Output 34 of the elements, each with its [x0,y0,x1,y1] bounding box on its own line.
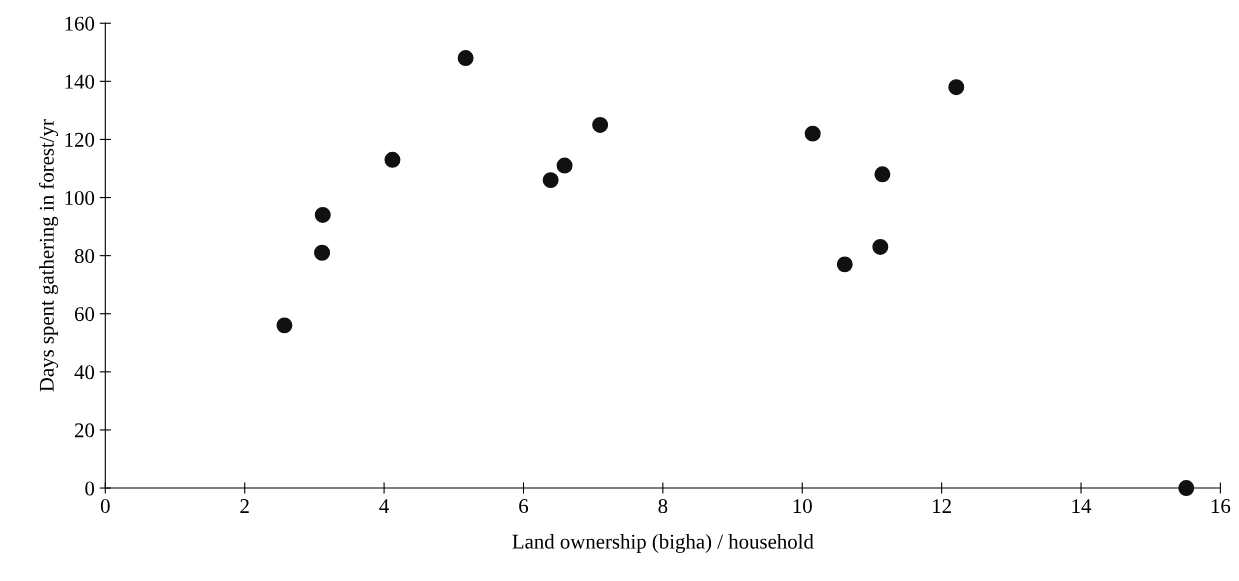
y-tick-label: 40 [74,365,95,380]
x-tick-label: 10 [793,499,812,514]
point [384,151,401,168]
y-tick-label: 0 [85,481,95,496]
x-tick-label: 4 [379,499,389,513]
x-tick-label: 12 [933,499,951,513]
point [276,317,293,334]
point [314,206,331,223]
point [804,125,821,142]
x-tick-label: 0 [100,499,110,514]
x-axis-title: Land ownership (bigha) / household [512,534,814,553]
y-tick-label: 120 [65,132,95,147]
point [1178,480,1195,497]
x-tick-label: 2 [240,499,249,513]
point [556,157,573,174]
point [314,244,331,261]
point [457,50,474,67]
point [542,172,559,189]
point [872,238,889,255]
x-tick-label: 14 [1072,499,1092,513]
point [836,256,853,273]
y-axis-title: Days spent gathering in forest/yr [38,119,59,392]
point [874,166,891,183]
x-tick-label: 6 [519,499,529,514]
x-tick-label: 16 [1211,499,1231,514]
y-tick-label: 160 [65,16,95,31]
y-tick-label: 20 [74,423,95,438]
x-tick-label: 8 [658,499,668,514]
y-tick-label: 60 [74,307,95,322]
y-tick-label: 80 [74,249,95,264]
point [948,79,965,96]
y-tick-label: 100 [65,190,95,205]
point [592,116,609,133]
y-tick-label: 140 [65,74,95,89]
